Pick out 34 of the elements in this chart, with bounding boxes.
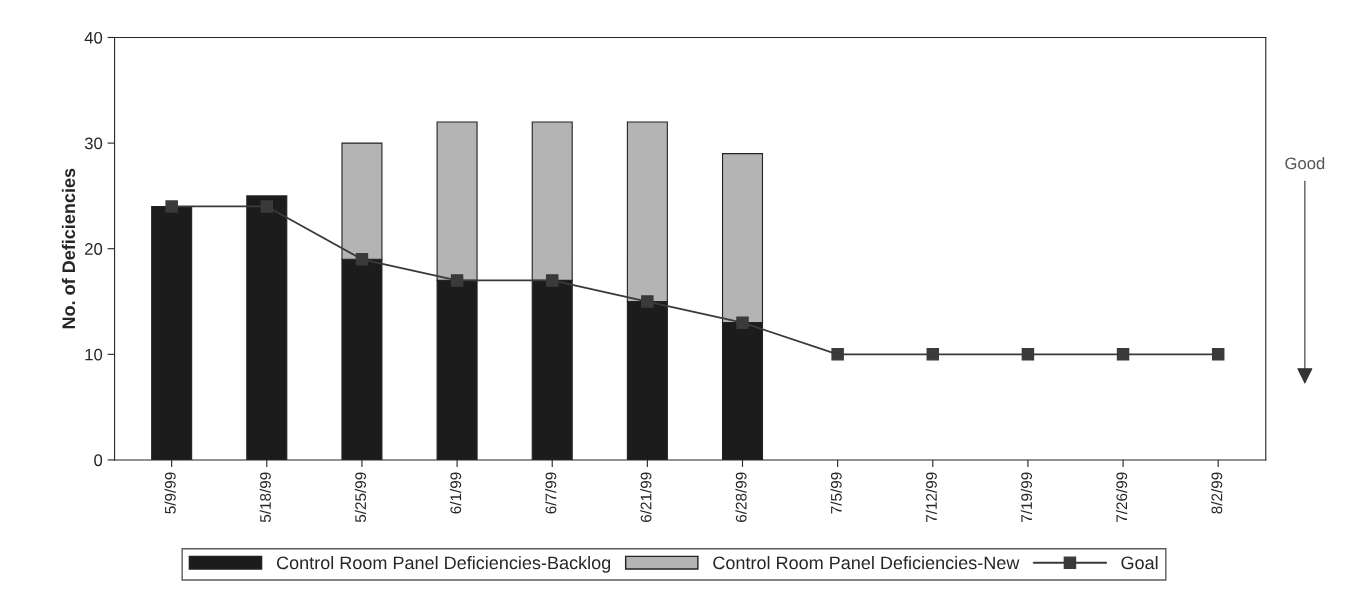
point xyxy=(926,348,940,361)
point xyxy=(641,295,654,308)
point xyxy=(165,200,178,213)
x-tick-label: 7/19/99 xyxy=(1020,472,1033,522)
point xyxy=(260,200,274,213)
x-tick-label: 8/2/99 xyxy=(1211,472,1223,514)
y-tick-label: 20 xyxy=(85,243,103,255)
y-tick-label: 0 xyxy=(94,454,103,467)
point xyxy=(736,316,749,329)
x-tick-label: 5/18/99 xyxy=(259,472,271,523)
point xyxy=(355,253,369,266)
point xyxy=(1021,348,1035,361)
y-tick-label: 30 xyxy=(84,137,103,150)
text: Good xyxy=(1285,157,1325,170)
x-tick-label: 6/28/99 xyxy=(735,472,747,522)
legend-label: Control Room Panel Deficiencies-Backlog xyxy=(276,555,611,573)
x-tick-label: 6/21/99 xyxy=(640,472,652,522)
x-tick-label: 6/7/99 xyxy=(545,472,557,514)
point xyxy=(450,274,464,287)
legend-label: Control Room Panel Deficiencies-New xyxy=(713,555,1020,570)
point xyxy=(831,348,844,361)
y-tick-label: 10 xyxy=(85,348,103,361)
x-tick-label: 7/12/99 xyxy=(925,472,937,522)
point xyxy=(545,274,559,287)
x-tick-label: 6/1/99 xyxy=(449,472,462,514)
x-tick-label: 5/25/99 xyxy=(354,472,367,523)
x-tick-label: 7/5/99 xyxy=(830,472,842,514)
y-tick-label: 40 xyxy=(84,31,103,44)
legend-label: Goal xyxy=(1121,555,1158,570)
x-tick-label: 5/9/99 xyxy=(164,472,176,514)
y-axis-title: No. of Deficiencies xyxy=(61,168,76,329)
x-tick-label: 7/26/99 xyxy=(1115,472,1128,522)
point xyxy=(1116,348,1130,361)
point xyxy=(1211,348,1225,361)
